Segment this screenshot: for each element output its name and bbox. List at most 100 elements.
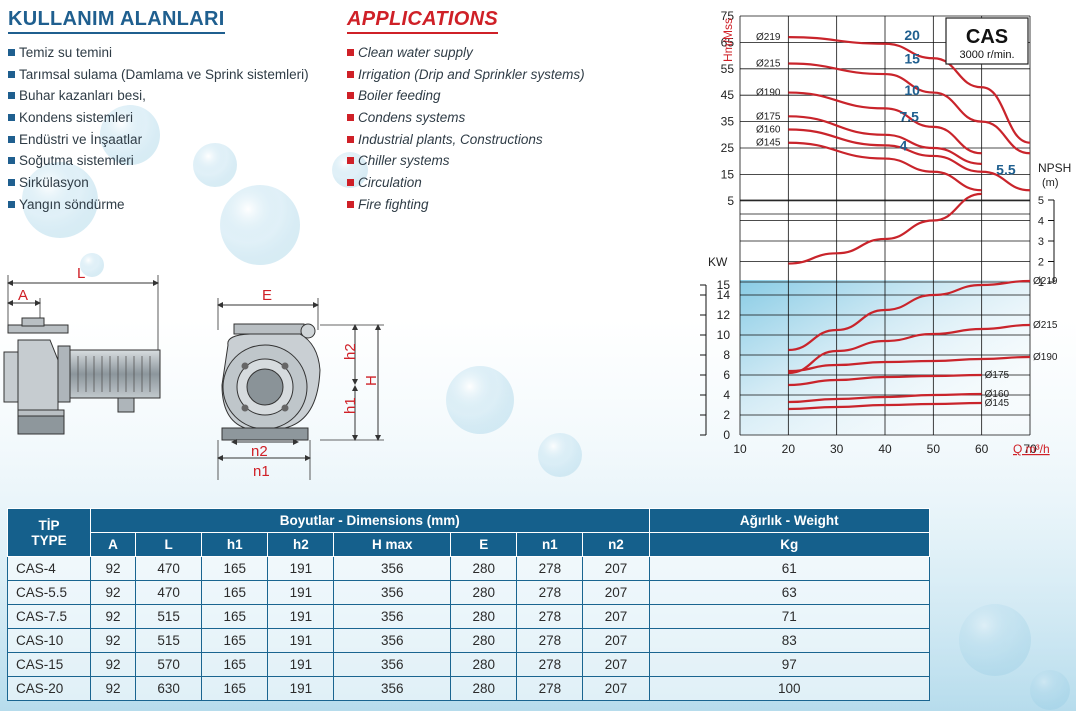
value-cell: 71	[648, 604, 931, 629]
value-cell: 207	[582, 676, 650, 701]
column-header: h1	[201, 532, 269, 557]
square-bullet-icon	[347, 135, 354, 143]
column-header: Kg	[648, 532, 931, 557]
head-curve	[788, 62, 1031, 155]
type-header-en: TYPE	[31, 532, 67, 548]
value-cell: 278	[516, 652, 584, 677]
power-tick-label: 0	[723, 428, 730, 442]
type-cell: CAS-20	[7, 676, 91, 701]
value-cell: 191	[267, 652, 335, 677]
power-curve	[788, 373, 982, 387]
square-bullet-icon	[8, 179, 15, 187]
power-tick-label: 8	[723, 348, 730, 362]
value-cell: 280	[450, 604, 518, 629]
model-badge-speed: 3000 r/min.	[959, 49, 1014, 61]
pump-front-view-drawing: E n2 n1 h2 h1 H	[217, 287, 384, 480]
value-cell: 515	[135, 604, 203, 629]
value-cell: 165	[201, 628, 269, 653]
npsh-axis-unit: (m)	[1042, 177, 1059, 189]
npsh-tick-label: 1	[1038, 277, 1044, 289]
value-cell: 278	[516, 556, 584, 581]
model-badge: CAS 3000 r/min.	[945, 17, 1029, 65]
square-bullet-icon	[8, 70, 15, 78]
head-tick-label: 5	[727, 194, 734, 208]
value-cell: 83	[648, 628, 931, 653]
dim-label-E: E	[262, 287, 272, 304]
list-item: Irrigation (Drip and Sprinkler systems)	[347, 64, 585, 86]
square-bullet-icon	[8, 114, 15, 122]
table-row: CAS-10 92 515 165 191 356 280 278 207 83	[7, 628, 931, 653]
list-item: Yangın söndürme	[8, 194, 309, 216]
x-tick-label: 70	[1023, 442, 1037, 456]
head-curve	[788, 128, 1031, 192]
value-cell: 570	[135, 652, 203, 677]
head-curve-label: Ø215	[756, 59, 781, 70]
power-axis-label: KW	[708, 255, 728, 269]
value-cell: 191	[267, 676, 335, 701]
square-bullet-icon	[347, 92, 354, 100]
usage-list-en: Clean water supply Irrigation (Drip and …	[347, 42, 585, 216]
usage-section-en: APPLICATIONS Clean water supply Irrigati…	[347, 8, 585, 216]
value-cell: 470	[135, 556, 203, 581]
value-cell: 100	[648, 676, 931, 701]
value-cell: 92	[89, 628, 137, 653]
x-tick-label: 60	[975, 442, 989, 456]
value-cell: 356	[333, 628, 452, 653]
value-cell: 356	[333, 604, 452, 629]
head-tick-label: 75	[721, 9, 735, 23]
value-cell: 63	[648, 580, 931, 605]
power-curve-label: Ø145	[985, 398, 1010, 409]
value-cell: 191	[267, 628, 335, 653]
list-item: Chiller systems	[347, 150, 585, 172]
head-tick-label: 15	[721, 167, 735, 181]
square-bullet-icon	[8, 200, 15, 208]
x-tick-label: 30	[830, 442, 844, 456]
value-cell: 191	[267, 604, 335, 629]
usage-title-en: APPLICATIONS	[347, 8, 499, 34]
value-cell: 278	[516, 580, 584, 605]
value-cell: 278	[516, 628, 584, 653]
dim-label-h2: h2	[342, 343, 359, 360]
model-number-label: 5.5	[996, 161, 1016, 177]
value-cell: 630	[135, 676, 203, 701]
square-bullet-icon	[347, 114, 354, 122]
npsh-curve	[788, 192, 982, 265]
square-bullet-icon	[8, 135, 15, 143]
npsh-tick-label: 5	[1038, 195, 1044, 207]
value-cell: 165	[201, 604, 269, 629]
dim-label-H: H	[363, 375, 380, 386]
power-tick-label: 10	[717, 328, 731, 342]
value-cell: 470	[135, 580, 203, 605]
power-tick-label: 12	[717, 308, 731, 322]
type-header: TİP TYPE	[7, 508, 91, 557]
head-tick-label: 35	[721, 115, 735, 129]
head-curve	[788, 115, 982, 165]
list-item: Condens systems	[347, 107, 585, 129]
npsh-tick-label: 3	[1038, 236, 1044, 248]
head-tick-label: 55	[721, 62, 735, 76]
power-curve	[788, 401, 982, 411]
list-item: Industrial plants, Constructions	[347, 129, 585, 151]
usage-section-tr: KULLANIM ALANLARI Temiz su temini Tarıms…	[8, 8, 309, 216]
model-number-label: 7.5	[900, 109, 920, 125]
power-curve-label: Ø175	[985, 370, 1010, 381]
x-axis-label: Q m³/h	[1013, 442, 1050, 456]
power-tick-label: 2	[723, 408, 730, 422]
list-item: Endüstri ve İnşaatlar	[8, 129, 309, 151]
dim-label-n1: n1	[253, 463, 270, 480]
dim-label-n2: n2	[251, 443, 268, 460]
power-curve-label: Ø160	[985, 389, 1010, 400]
value-cell: 191	[267, 580, 335, 605]
value-cell: 165	[201, 652, 269, 677]
column-header: E	[450, 532, 518, 557]
table-row: CAS-7.5 92 515 165 191 356 280 278 207 71	[7, 604, 931, 629]
column-header: h2	[267, 532, 335, 557]
list-item: Temiz su temini	[8, 42, 309, 64]
table-row: CAS-15 92 570 165 191 356 280 278 207 97	[7, 652, 931, 677]
model-number-label: 10	[904, 82, 920, 98]
power-curve-label: Ø219	[1033, 276, 1058, 287]
type-cell: CAS-15	[7, 652, 91, 677]
square-bullet-icon	[8, 49, 15, 56]
table-row: CAS-5.5 92 470 165 191 356 280 278 207 63	[7, 580, 931, 605]
